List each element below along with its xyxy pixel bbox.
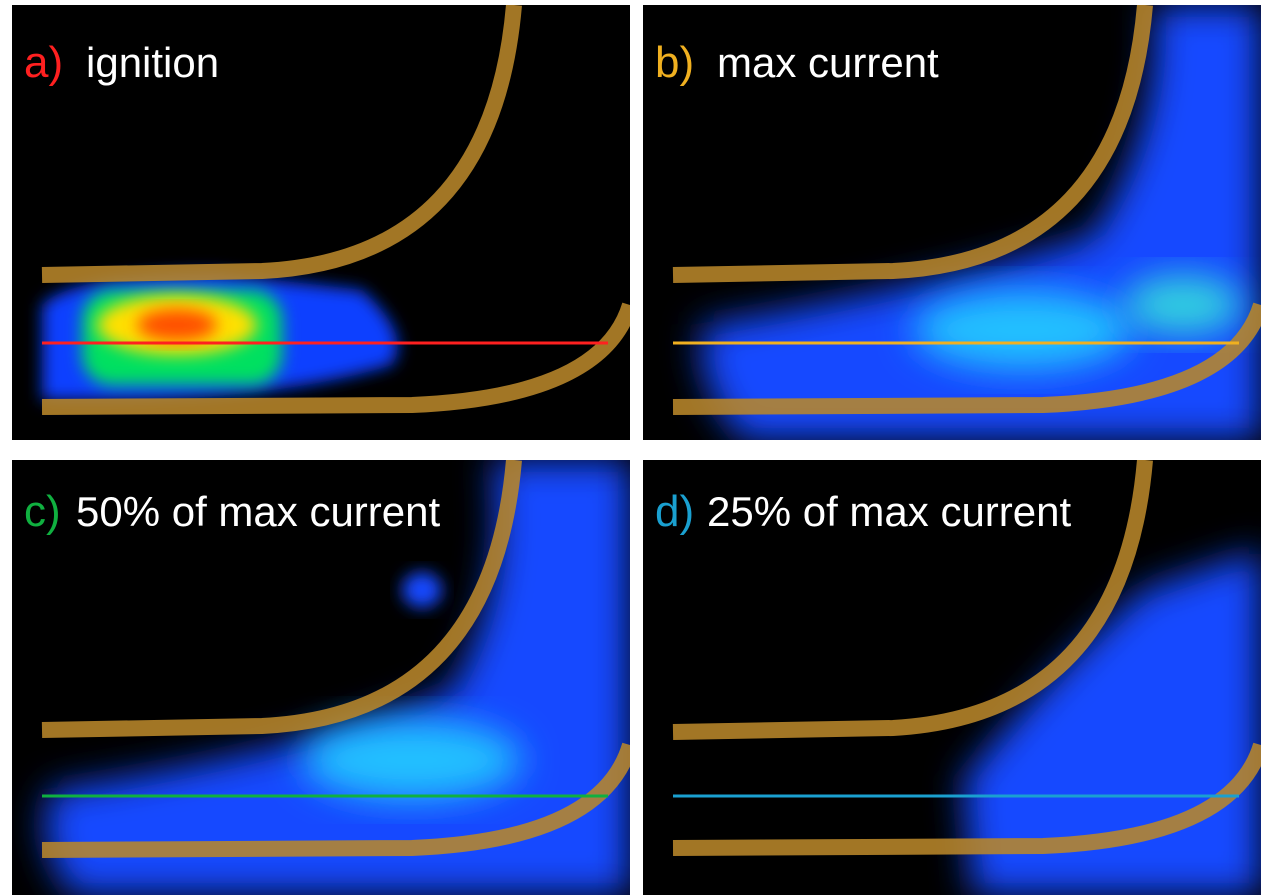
panel-b: b) max current — [643, 5, 1261, 440]
panel-letter: b) — [655, 38, 694, 87]
figure: a) ignition b) max current c) 50% of max… — [0, 0, 1269, 895]
panel-a: a) ignition — [12, 5, 630, 440]
panel-label: 50% of max current — [76, 488, 440, 535]
page: a) ignition b) max current c) 50% of max… — [0, 0, 1269, 895]
panel-letter: d) — [655, 487, 694, 536]
panel-label: max current — [717, 39, 939, 86]
panel-c: c) 50% of max current — [12, 460, 630, 895]
panel-d: d) 25% of max current — [643, 460, 1261, 895]
panel-label: ignition — [86, 39, 219, 86]
panel-letter: a) — [24, 38, 63, 87]
panel-label: 25% of max current — [707, 488, 1071, 535]
panel-letter: c) — [24, 487, 61, 536]
